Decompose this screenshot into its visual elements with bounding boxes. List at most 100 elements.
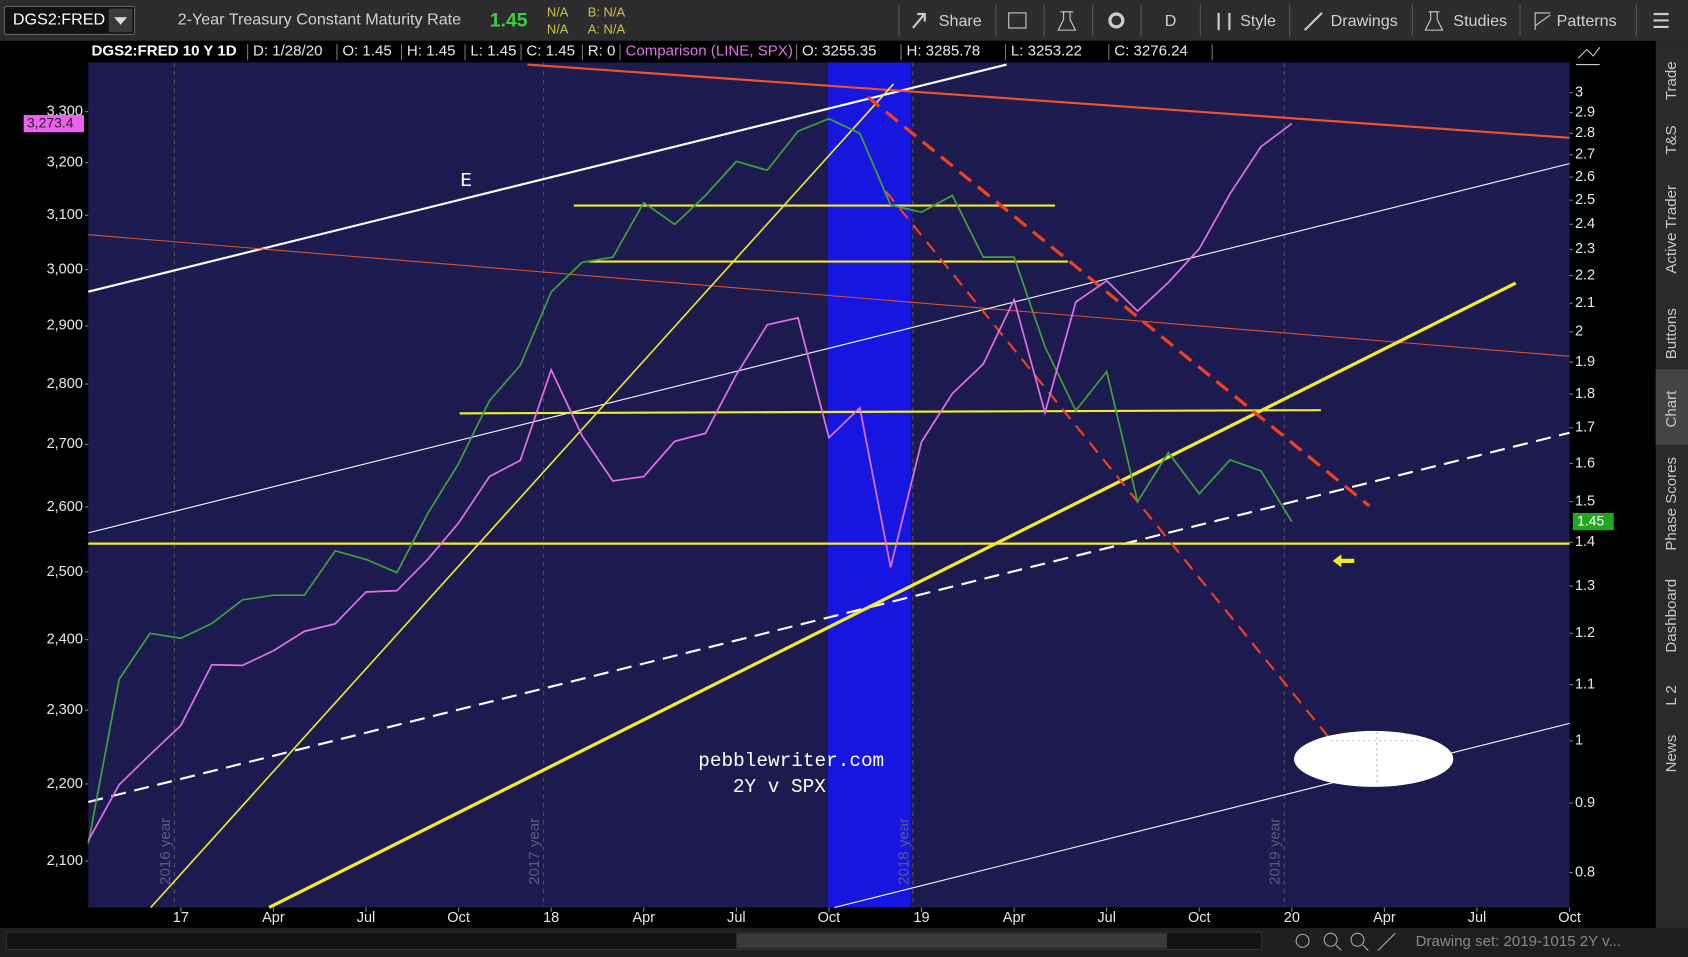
studies-button[interactable]: Studies <box>1453 12 1507 30</box>
drawings-button[interactable]: Drawings <box>1331 12 1398 30</box>
sidebar-tab[interactable]: T&S <box>1663 125 1680 154</box>
series-line <box>87 122 1293 842</box>
patterns-button[interactable]: Patterns <box>1557 12 1617 30</box>
toolbar <box>0 0 1688 41</box>
x-tick-label: Apr <box>632 910 655 926</box>
axes: 2,100 2,200 2,300 2,400 2,500 2,600 2,700 2,800… <box>23 84 1614 926</box>
y-tick-label: 3,200 <box>47 155 83 171</box>
sidebar-tab[interactable]: Active Trader <box>1663 185 1680 274</box>
legend-field: D: 1/28/20 <box>253 43 323 60</box>
legend-field: C: 1.45 <box>526 43 575 60</box>
y2-tick-label: 2.6 <box>1575 169 1595 185</box>
y2-tick-label: 1.5 <box>1575 493 1595 509</box>
y2-tick-label: 1 <box>1575 733 1583 749</box>
chart-style-icon[interactable] <box>1576 47 1601 66</box>
sidebar-tab[interactable]: L 2 <box>1663 685 1680 705</box>
period-label: 2016 year <box>157 818 174 885</box>
x-tick-label: 18 <box>543 910 559 926</box>
x-tick-label: Jul <box>1468 910 1487 926</box>
style-icon <box>1217 12 1231 31</box>
drawings <box>88 63 1570 909</box>
y2-tick-label: 0.8 <box>1575 864 1595 880</box>
highlight-band <box>827 62 911 908</box>
series-layer <box>87 117 1293 844</box>
sidebar <box>1655 40 1688 928</box>
x-tick-label: 17 <box>173 910 189 926</box>
symbol: DGS2:FRED <box>13 11 105 29</box>
period-label: 2018 year <box>895 818 912 885</box>
aggregation-button[interactable]: D <box>1165 12 1177 30</box>
legend-comparison-field: H: 3285.78 <box>906 43 980 60</box>
layout-icon[interactable] <box>1008 12 1027 29</box>
y2-tick-label: 1.3 <box>1575 578 1595 594</box>
y-tick-label: 2,500 <box>47 564 83 580</box>
menu-icon[interactable] <box>1653 12 1669 28</box>
y2-tick-label: 1.7 <box>1575 420 1595 436</box>
y2-tick-label: 1.6 <box>1575 455 1595 471</box>
legend-field: R: 0 <box>588 43 616 60</box>
change: N/A <box>547 4 569 19</box>
y2-tick-label: 1.8 <box>1575 386 1595 402</box>
sidebar-tab[interactable]: Chart <box>1663 390 1680 428</box>
legend-separators <box>247 44 1213 61</box>
sidebar-tab[interactable]: News <box>1663 735 1680 773</box>
x-tick-label: Jul <box>1097 910 1116 926</box>
flask-icon[interactable] <box>1057 11 1077 31</box>
y-tick-label: 2,900 <box>47 318 83 334</box>
drawing-set[interactable]: Drawing set: 2019-1015 2Y v... <box>1416 933 1621 950</box>
x-tick-label: Oct <box>447 910 470 926</box>
y2-tick-label: 1.4 <box>1575 534 1595 550</box>
x-tick-label: Oct <box>818 910 841 926</box>
sidebar-tab[interactable]: Trade <box>1663 61 1680 100</box>
x-tick-label: Apr <box>1003 910 1026 926</box>
annotation: pebblewriter.com <box>698 750 884 772</box>
ask: A: N/A <box>588 22 626 37</box>
patterns-icon <box>1534 12 1551 31</box>
y2-tick-label: 2.1 <box>1575 295 1595 311</box>
legend-comparison-field: C: 3276.24 <box>1114 43 1188 60</box>
y-tick-label: 2,100 <box>47 853 83 869</box>
y2-tick-label: 2.5 <box>1575 192 1595 208</box>
x-tick-label: 19 <box>913 910 929 926</box>
sidebar-tab[interactable]: Dashboard <box>1663 579 1680 653</box>
price-badge-label: 1.45 <box>1577 512 1604 528</box>
series-line <box>87 117 1293 844</box>
settings-icon[interactable] <box>1108 12 1125 29</box>
x-tick-label: Oct <box>1188 910 1211 926</box>
bid: B: N/A <box>588 4 626 19</box>
period-label: 2019 year <box>1267 818 1284 885</box>
y2-tick-label: 2.2 <box>1575 267 1595 283</box>
y-tick-label: 2,300 <box>47 702 83 718</box>
legend-comparison-field: O: 3255.35 <box>802 43 877 60</box>
style-button[interactable]: Style <box>1240 12 1276 30</box>
sidebar-tab[interactable]: Buttons <box>1663 308 1680 359</box>
y-tick-label: 2,800 <box>47 376 83 392</box>
legend: D: 1/28/20 O: 1.45 H: 1.45 L: 1.45 C: 1.45 R:… <box>253 43 1188 60</box>
legend-field: O: 1.45 <box>342 43 391 60</box>
scrollbar-thumb[interactable] <box>736 933 1167 949</box>
zoom-controls[interactable] <box>1295 932 1396 951</box>
y-tick-label: 3,000 <box>47 262 83 278</box>
annotation: 2Y v SPX <box>733 776 826 798</box>
y-tick-label: 2,700 <box>47 436 83 452</box>
change-pct: N/A <box>547 22 569 37</box>
y2-tick-label: 3 <box>1575 84 1583 100</box>
y2-tick-label: 2.4 <box>1575 216 1595 232</box>
y2-tick-label: 2.7 <box>1575 147 1595 163</box>
description: 2-Year Treasury Constant Maturity Rate <box>178 11 462 29</box>
y2-tick-label: 2 <box>1575 324 1583 340</box>
price-badge <box>1572 513 1614 531</box>
sidebar-tab[interactable]: Phase Scores <box>1663 457 1680 551</box>
y2-tick-label: 0.9 <box>1575 795 1595 811</box>
legend-comparison-field: L: 3253.22 <box>1011 43 1082 60</box>
x-tick-label: Apr <box>262 910 285 926</box>
toolbar-separators <box>898 4 1637 37</box>
y-tick-label: 2,200 <box>47 776 83 792</box>
x-tick-label: Jul <box>727 910 746 926</box>
symbol-box[interactable] <box>3 5 136 35</box>
drawings-icon <box>1303 12 1323 31</box>
share-button[interactable]: Share <box>939 12 982 30</box>
year-lines <box>173 62 1285 908</box>
y-tick-label: 2,400 <box>47 631 83 647</box>
